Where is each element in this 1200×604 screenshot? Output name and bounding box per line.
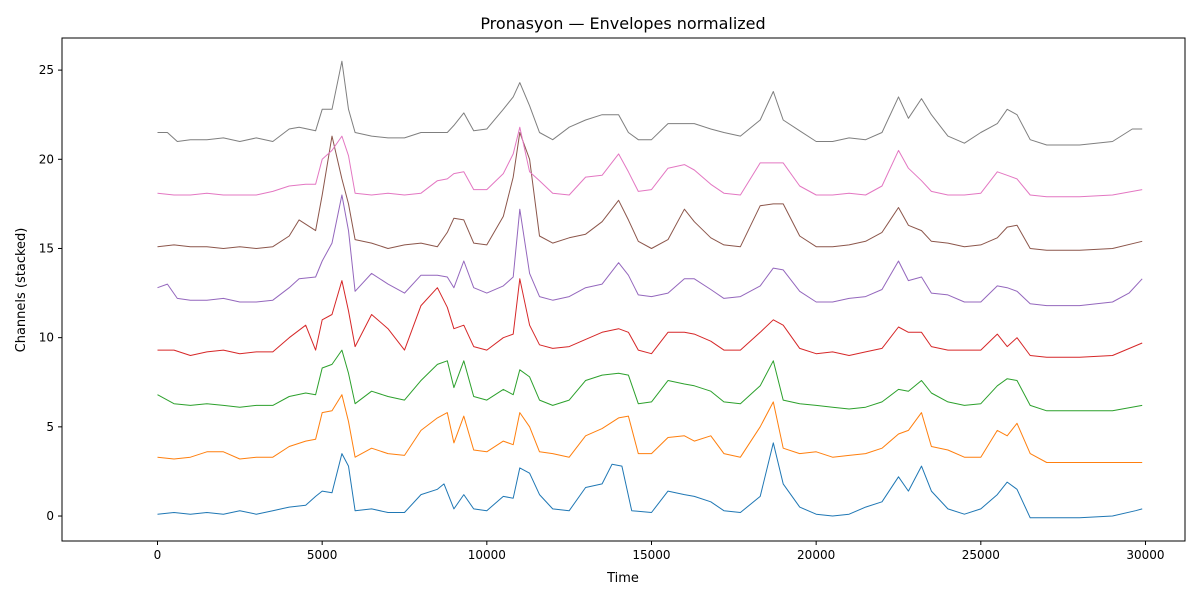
y-tick-label: 20 (39, 152, 54, 166)
x-tick-label: 5000 (307, 548, 338, 562)
y-tick-label: 15 (39, 241, 54, 255)
x-tick-label: 25000 (962, 548, 1000, 562)
x-axis-label: Time (606, 571, 639, 586)
plot-frame (61, 37, 1186, 542)
chart-title: Pronasyon — Envelopes normalized (480, 14, 765, 33)
axes-layer: 0 5000 10000 15000 20000 25000 30000 0 5 10 15 20 25 (39, 37, 1186, 562)
series-line-1 (157, 442, 1143, 519)
y-tick-label: 0 (46, 509, 54, 523)
x-tick-label: 10000 (468, 548, 506, 562)
series-line-5 (157, 194, 1143, 307)
series-line-4 (157, 278, 1143, 358)
series-line-6 (157, 132, 1143, 251)
x-tick-label: 20000 (797, 548, 835, 562)
y-tick-label: 25 (39, 63, 54, 77)
series-line-3 (157, 349, 1143, 412)
series-line-7 (157, 126, 1143, 198)
y-tick-label: 10 (39, 331, 54, 345)
y-tick-label: 5 (46, 420, 54, 434)
x-tick-label: 15000 (632, 548, 670, 562)
series-layer (157, 60, 1143, 519)
y-axis-label: Channels (stacked) (14, 228, 29, 353)
x-tick-label: 0 (154, 548, 162, 562)
series-line-8 (157, 60, 1143, 146)
x-tick-label: 30000 (1126, 548, 1164, 562)
series-line-2 (157, 394, 1143, 463)
